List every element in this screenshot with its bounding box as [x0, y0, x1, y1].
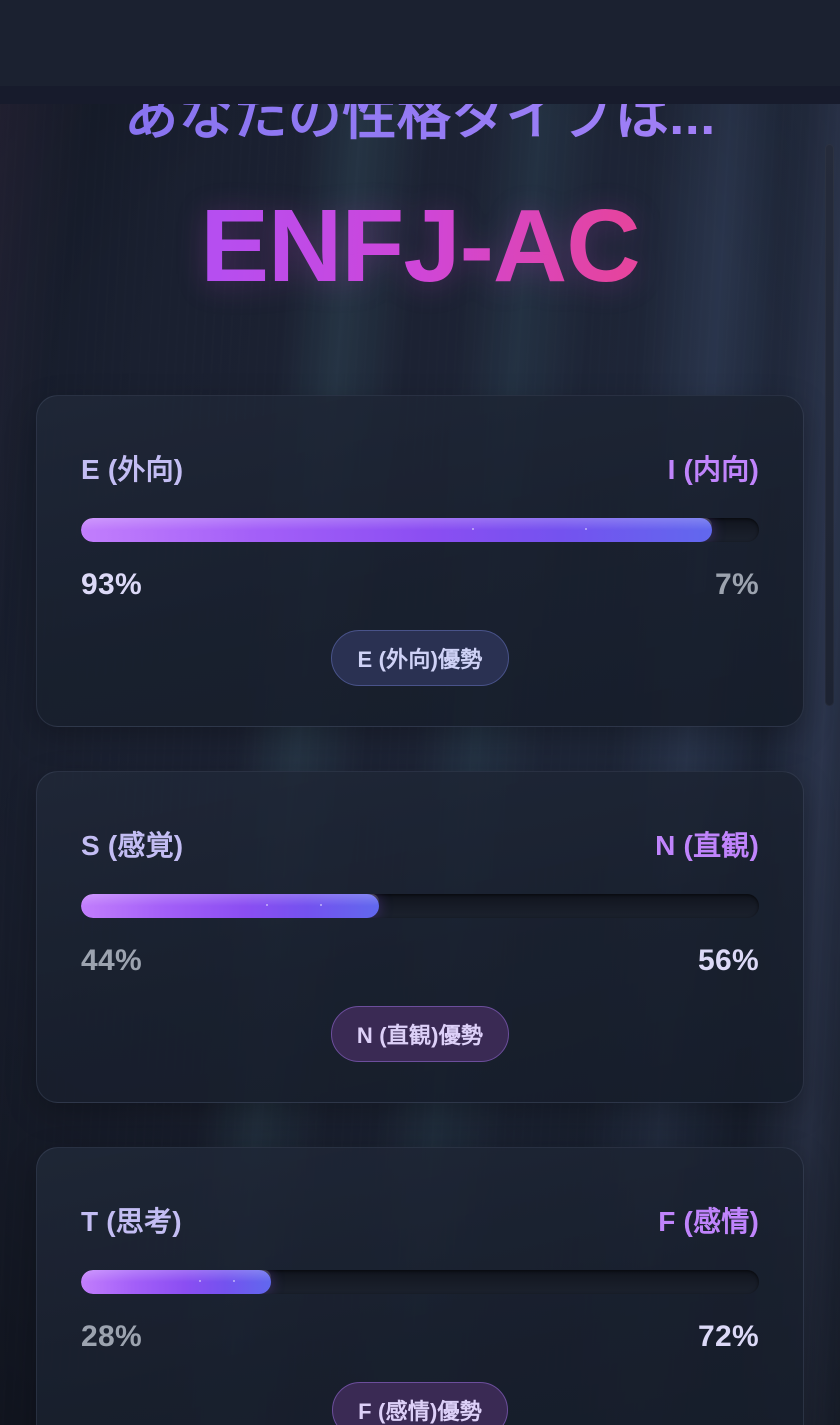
dimension-pole-labels: S (感覚) N (直観) — [81, 824, 759, 864]
progress-sparkle-dot — [198, 1279, 201, 1282]
dimension-card: S (感覚) N (直観) 44% 56% N (直観)優勢 — [36, 771, 804, 1104]
progress-sparkle-dot — [265, 903, 268, 906]
pole-label-right: I (内向) — [667, 454, 759, 486]
pole-label-left: E (外向) — [81, 454, 184, 486]
progress-sparkle-dot — [471, 527, 474, 530]
pole-label-left: T (思考) — [81, 1206, 182, 1238]
dominance-badge: E (外向)優勢 — [331, 630, 509, 687]
personality-type-code: ENFJ-AC — [36, 194, 804, 297]
dimension-progress-track — [81, 518, 759, 543]
result-page: あなたの性格タイプは... ENFJ-AC E (外向) I (内向) 93% 7% E… — [0, 86, 840, 1425]
dimension-pole-labels: E (外向) I (内向) — [81, 448, 759, 488]
dimension-progress-fill — [81, 518, 712, 543]
dimension-card: E (外向) I (内向) 93% 7% E (外向)優勢 — [36, 395, 804, 728]
pole-label-right: F (感情) — [658, 1206, 759, 1238]
dimension-percentages: 93% 7% — [81, 568, 759, 602]
dimension-progress-track — [81, 1270, 759, 1295]
progress-sparkle-dot — [319, 903, 322, 906]
dimension-pole-labels: T (思考) F (感情) — [81, 1200, 759, 1240]
pole-label-left: S (感覚) — [81, 830, 184, 862]
pole-label-right: N (直観) — [655, 830, 759, 862]
dominance-badge-row: N (直観)優勢 — [81, 1006, 759, 1063]
percent-left: 44% — [81, 944, 142, 978]
progress-gloss — [81, 894, 380, 906]
dimension-card-list: E (外向) I (内向) 93% 7% E (外向)優勢 S (感覚) N (直観) 44%… — [36, 395, 804, 1425]
dominance-badge: F (感情)優勢 — [332, 1382, 508, 1425]
scrollbar-thumb[interactable] — [825, 144, 834, 706]
dominance-badge-row: F (感情)優勢 — [81, 1382, 759, 1425]
dimension-progress-track — [81, 894, 759, 919]
progress-sparkle-dot — [232, 1279, 235, 1282]
percent-left: 93% — [81, 568, 142, 602]
percent-right: 7% — [715, 568, 759, 602]
percent-right: 56% — [698, 944, 759, 978]
dimension-percentages: 28% 72% — [81, 1320, 759, 1354]
dimension-progress-fill — [81, 1270, 271, 1295]
dominance-badge: N (直観)優勢 — [330, 1006, 510, 1063]
percent-right: 72% — [698, 1320, 759, 1354]
dominance-badge-row: E (外向)優勢 — [81, 630, 759, 687]
dimension-card: T (思考) F (感情) 28% 72% F (感情)優勢 — [36, 1147, 804, 1425]
status-bar-strip — [0, 86, 840, 104]
progress-sparkle-dot — [585, 527, 588, 530]
progress-gloss — [81, 518, 712, 530]
dimension-progress-fill — [81, 894, 380, 919]
progress-gloss — [81, 1270, 271, 1282]
percent-left: 28% — [81, 1320, 142, 1354]
dimension-percentages: 44% 56% — [81, 944, 759, 978]
